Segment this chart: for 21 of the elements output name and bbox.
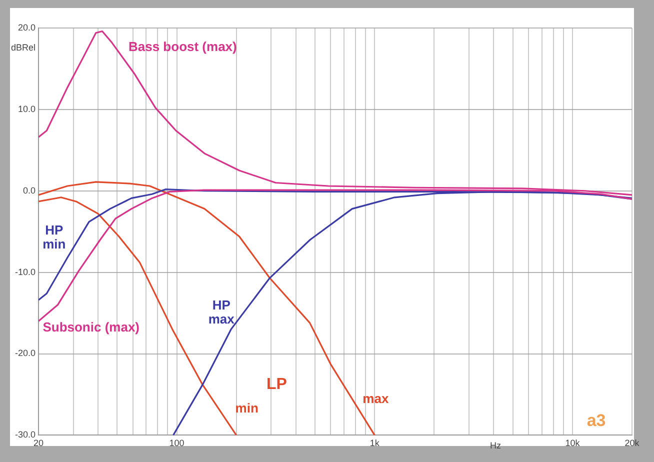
series-label: Subsonic (max) bbox=[42, 319, 140, 334]
x-axis-title: Hz bbox=[490, 440, 502, 451]
y-tick-label: -10.0 bbox=[15, 266, 36, 277]
series-label: HP min bbox=[42, 222, 66, 252]
x-tick-label: 100 bbox=[169, 438, 184, 448]
x-tick-label: 20 bbox=[34, 438, 44, 448]
x-tick-label: 1k bbox=[370, 438, 380, 448]
annotation: a3 bbox=[586, 411, 606, 430]
annotation: LP bbox=[266, 376, 288, 394]
y-tick-label: -20.0 bbox=[15, 348, 36, 358]
x-tick-label: 10k bbox=[565, 438, 580, 448]
y-tick-label: 10.0 bbox=[18, 104, 36, 114]
x-tick-label: 20k bbox=[624, 438, 640, 448]
y-axis-title: dBRel bbox=[11, 42, 36, 52]
series-label: max bbox=[362, 390, 390, 406]
y-tick-label: -30.0 bbox=[15, 430, 36, 440]
series-label: min bbox=[235, 400, 258, 416]
series-label: Bass boost (max) bbox=[128, 39, 237, 54]
series-label: HP max bbox=[208, 297, 236, 326]
y-tick-label: 20.0 bbox=[18, 22, 36, 32]
y-tick-label: 0.0 bbox=[23, 185, 36, 196]
